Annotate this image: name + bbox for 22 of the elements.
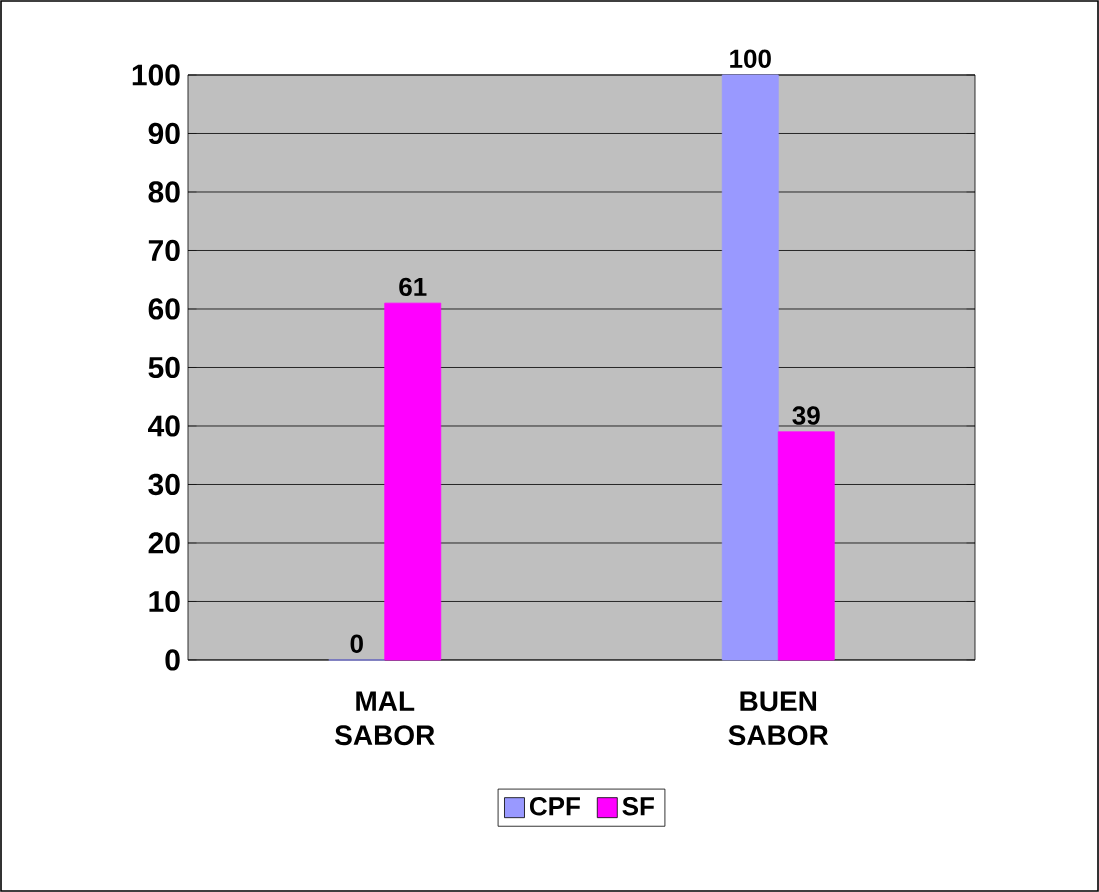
y-tick-label: 0	[165, 649, 180, 671]
y-tick-label: 10	[149, 590, 180, 613]
y-tick-label: 100	[132, 64, 180, 86]
y-tick-label: 40	[148, 415, 180, 437]
y-tick-label: 80	[148, 181, 180, 203]
data-label: 39	[792, 406, 820, 425]
data-label: 61	[399, 277, 427, 297]
y-tick-label: 50	[148, 356, 180, 379]
bar	[721, 74, 779, 661]
bar	[777, 431, 835, 661]
y-tick-label: 60	[148, 298, 180, 320]
legend-label: CPF	[529, 797, 580, 816]
y-tick-label: 20	[148, 532, 180, 554]
bar	[384, 302, 442, 661]
data-label: 100	[730, 49, 771, 68]
y-tick-label: 90	[148, 122, 180, 145]
y-tick-label: 30	[148, 473, 180, 496]
data-label: 0	[350, 634, 363, 653]
y-tick-label: 70	[148, 239, 180, 262]
x-tick-label: MAL SABOR	[335, 691, 435, 746]
x-tick-label: BUEN SABOR	[728, 691, 829, 746]
legend-label: SF	[622, 797, 654, 816]
